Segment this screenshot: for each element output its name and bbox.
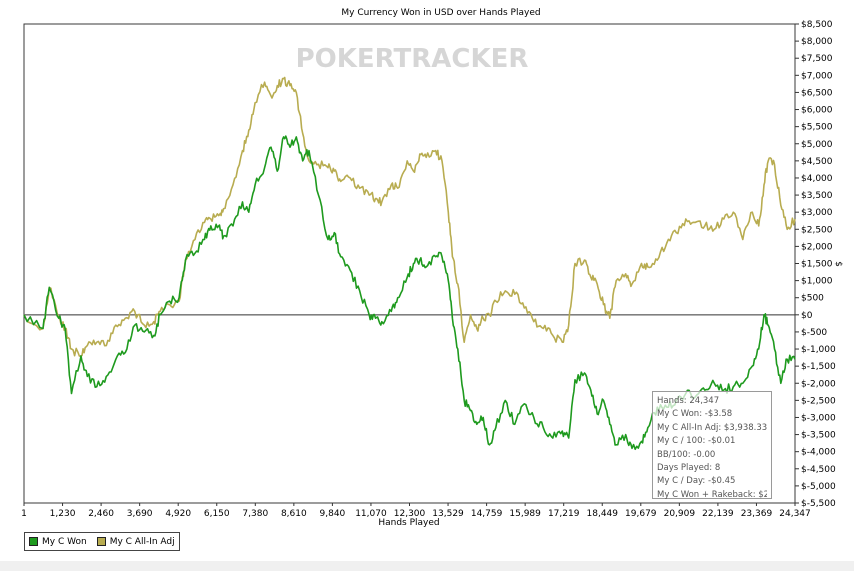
- x-tick-label: 17,219: [548, 509, 580, 519]
- y-tick-label: $2,000: [801, 242, 833, 252]
- tooltip-line: My C All-In Adj: $3,938.33: [657, 422, 767, 433]
- x-tick-label: 4,920: [165, 509, 191, 519]
- x-tick-label: 13,529: [432, 509, 464, 519]
- legend-swatch-won: [29, 537, 38, 546]
- x-axis: 1 1,230 2,460 3,690 4,920 6,150 7,380 8,610 9,84…: [21, 503, 811, 519]
- y-tick-label: $1,000: [801, 277, 833, 287]
- y-tick-label: $-2,500: [801, 396, 836, 406]
- y-tick-label: $3,500: [801, 191, 833, 201]
- x-tick-label: 23,369: [741, 509, 773, 519]
- x-tick-label: 7,380: [242, 509, 268, 519]
- x-tick-label: 22,139: [702, 509, 734, 519]
- x-tick-label: 2,460: [88, 509, 114, 519]
- y-tick-label: $4,000: [801, 174, 833, 184]
- legend-item-my-c-all-in-adj[interactable]: My C All-In Adj: [96, 536, 175, 547]
- x-tick-label: 18,449: [587, 509, 619, 519]
- y-tick-label: $-4,000: [801, 448, 836, 458]
- y-tick-label: $0: [801, 311, 813, 321]
- y-axis: $8,500 $8,000 $7,500 $7,000 $6,500 $6,000 $5,5…: [795, 20, 836, 509]
- y-tick-label: $5,000: [801, 140, 833, 150]
- x-tick-label: 12,300: [394, 509, 426, 519]
- x-tick-label: 11,070: [355, 509, 387, 519]
- tooltip-line: My C Won + Rakeback: $2,242.42: [657, 489, 767, 500]
- chart-title: My Currency Won in USD over Hands Played: [341, 8, 540, 18]
- y-tick-label: $2,500: [801, 225, 833, 235]
- x-tick-label: 1: [21, 509, 27, 519]
- x-tick-label: 20,909: [664, 509, 696, 519]
- legend-label: My C Won: [42, 536, 87, 547]
- y-axis-title: $: [833, 261, 843, 267]
- y-tick-label: $6,500: [801, 88, 833, 98]
- x-tick-label: 8,610: [281, 509, 307, 519]
- chart-legend: My C Won My C All-In Adj: [24, 532, 180, 551]
- x-tick-label: 6,150: [204, 509, 230, 519]
- legend-item-my-c-won[interactable]: My C Won: [29, 537, 87, 547]
- tooltip-line: My C Won: -$3.58: [657, 409, 733, 420]
- y-tick-label: $8,000: [801, 37, 833, 47]
- y-tick-label: $-3,000: [801, 413, 836, 423]
- tooltip-line: BB/100: -0.00: [657, 449, 716, 460]
- status-bar: [0, 561, 854, 571]
- y-tick-label: $-1,000: [801, 345, 836, 355]
- y-tick-label: $5,500: [801, 123, 833, 133]
- x-axis-title: Hands Played: [378, 518, 439, 528]
- y-tick-label: $-5,500: [801, 499, 836, 509]
- watermark-logo: POKERTRACKER: [296, 44, 529, 74]
- x-tick-label: 15,989: [509, 509, 541, 519]
- legend-label: My C All-In Adj: [109, 536, 175, 547]
- x-tick-label: 19,679: [625, 509, 657, 519]
- hover-tooltip: Hands: 24,347 My C Won: -$3.58 My C All-…: [652, 391, 772, 500]
- y-tick-label: $1,500: [801, 260, 833, 270]
- y-tick-label: $-2,000: [801, 379, 836, 389]
- x-tick-label: 1,230: [50, 509, 76, 519]
- y-tick-label: $7,000: [801, 71, 833, 81]
- tooltip-line: Hands: 24,347: [657, 396, 720, 406]
- tooltip-line: My C / 100: -$0.01: [657, 436, 736, 447]
- y-tick-label: $500: [801, 294, 824, 304]
- y-tick-label: $-3,500: [801, 431, 836, 441]
- y-tick-label: $-4,500: [801, 465, 836, 475]
- y-tick-label: $3,000: [801, 208, 833, 218]
- x-tick-label: 9,840: [320, 509, 346, 519]
- x-tick-label: 24,347: [779, 509, 811, 519]
- y-tick-label: $6,000: [801, 106, 833, 116]
- y-tick-label: $-1,500: [801, 362, 836, 372]
- tooltip-line: Days Played: 8: [657, 463, 721, 474]
- x-tick-label: 3,690: [127, 509, 153, 519]
- y-tick-label: $-500: [801, 328, 827, 338]
- y-tick-label: $-5,000: [801, 482, 836, 492]
- tooltip-line: My C / Day: -$0.45: [657, 476, 736, 487]
- y-tick-label: $4,500: [801, 157, 833, 167]
- x-tick-label: 14,759: [471, 509, 503, 519]
- y-tick-label: $7,500: [801, 54, 833, 64]
- legend-swatch-allin: [96, 537, 106, 546]
- series-line-my-c-all-in-adj: [23, 76, 796, 357]
- y-tick-label: $8,500: [801, 20, 833, 30]
